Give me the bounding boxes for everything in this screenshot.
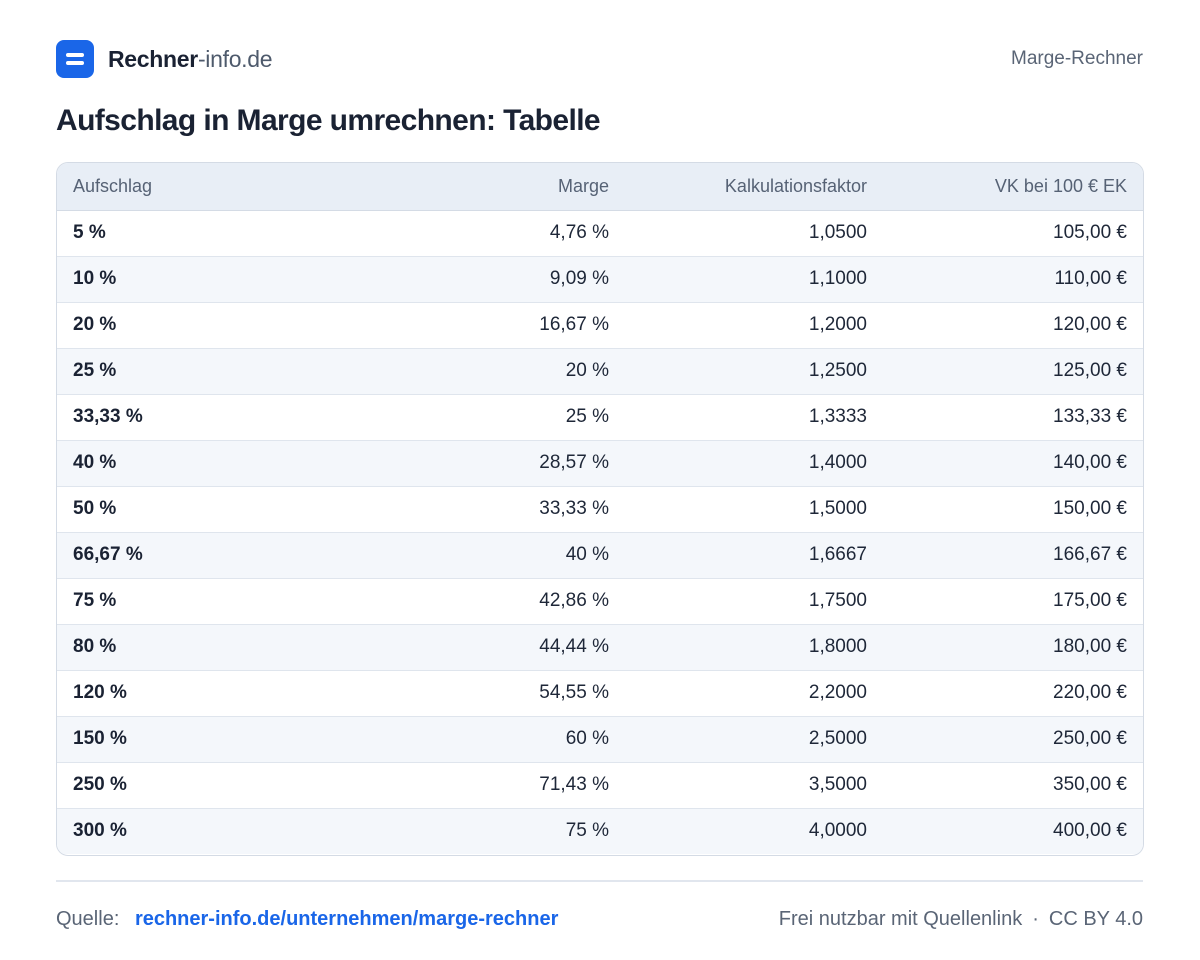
cell-marge: 20 % (267, 347, 625, 394)
cell-kalkulationsfaktor: 1,8000 (625, 623, 883, 670)
cell-aufschlag: 250 % (57, 761, 267, 808)
cell-kalkulationsfaktor: 1,2500 (625, 347, 883, 394)
cell-marge: 54,55 % (267, 669, 625, 716)
cell-aufschlag: 10 % (57, 255, 267, 302)
table-row: 300 % 75 % 4,0000 400,00 € (57, 807, 1143, 854)
cell-aufschlag: 150 % (57, 715, 267, 762)
cell-vk: 220,00 € (883, 669, 1143, 716)
cell-aufschlag: 20 % (57, 301, 267, 348)
cell-kalkulationsfaktor: 1,1000 (625, 255, 883, 302)
table-row: 250 % 71,43 % 3,5000 350,00 € (57, 761, 1143, 808)
cell-vk: 150,00 € (883, 485, 1143, 532)
page-header: Rechner-info.de Marge-Rechner (56, 40, 1143, 78)
cell-kalkulationsfaktor: 2,5000 (625, 715, 883, 762)
license-line: Frei nutzbar mit Quellenlink · CC BY 4.0 (779, 908, 1143, 931)
brand-name-strong: Rechner (108, 45, 198, 72)
cell-vk: 125,00 € (883, 347, 1143, 394)
cell-vk: 250,00 € (883, 715, 1143, 762)
menu-lines-icon (56, 40, 94, 78)
table-row: 120 % 54,55 % 2,2000 220,00 € (57, 669, 1143, 716)
cell-kalkulationsfaktor: 1,5000 (625, 485, 883, 532)
brand-name-light: -info.de (197, 45, 273, 72)
cell-marge: 71,43 % (267, 761, 625, 808)
footer-divider (56, 880, 1143, 882)
cell-marge: 28,57 % (267, 439, 625, 486)
cell-kalkulationsfaktor: 1,0500 (808, 222, 867, 243)
cell-marge: 25 % (267, 393, 625, 440)
cell-vk: 350,00 € (883, 761, 1143, 808)
license-text: Frei nutzbar mit Quellenlink (778, 907, 1023, 930)
table-row: 20 % 16,67 % 1,2000 120,00 € (57, 301, 1143, 348)
brand-logo-link[interactable]: Rechner-info.de (56, 40, 273, 78)
source-label: Quelle: (56, 907, 120, 930)
source-line: Quelle: rechner-info.de/unternehmen/marg… (56, 908, 558, 931)
cell-kalkulationsfaktor: 1,6667 (625, 531, 883, 578)
table-row: 5 % 4,76 % 1,0500 105,00 € (57, 210, 1143, 256)
cell-aufschlag: 80 % (57, 623, 267, 670)
cell-marge: 9,09 % (267, 255, 625, 302)
cell-vk: 120,00 € (883, 301, 1143, 348)
table-row: 50 % 33,33 % 1,5000 150,00 € (57, 485, 1143, 532)
page-title: Aufschlag in Marge umrechnen: Tabelle (56, 104, 601, 137)
table-row: 25 % 20 % 1,2500 125,00 € (57, 347, 1143, 394)
column-header-vk: VK bei 100 € EK (883, 163, 1143, 211)
table-row: 150 % 60 % 2,5000 250,00 € (57, 715, 1143, 762)
cell-vk: 133,33 € (883, 393, 1143, 440)
conversion-table: Aufschlag Marge Kalkulationsfaktor VK be… (57, 163, 1143, 854)
table-row: 66,67 % 40 % 1,6667 166,67 € (57, 531, 1143, 578)
cell-vk: 105,00 € (1053, 222, 1127, 243)
conversion-table-card: Aufschlag Marge Kalkulationsfaktor VK be… (56, 162, 1144, 856)
column-header-kalkulationsfaktor: Kalkulationsfaktor (625, 163, 883, 211)
cell-aufschlag: 66,67 % (57, 531, 267, 578)
cell-aufschlag: 40 % (57, 439, 267, 486)
column-header-aufschlag: Aufschlag (57, 163, 267, 211)
table-row: 33,33 % 25 % 1,3333 133,33 € (57, 393, 1143, 440)
cell-marge: 75 % (267, 807, 625, 854)
table-row: 80 % 44,44 % 1,8000 180,00 € (57, 623, 1143, 670)
cell-aufschlag: 25 % (57, 347, 267, 394)
cell-aufschlag: 33,33 % (57, 393, 267, 440)
cell-aufschlag: 75 % (57, 577, 267, 624)
cell-vk: 166,67 € (883, 531, 1143, 578)
cell-vk: 140,00 € (883, 439, 1143, 486)
cell-vk: 180,00 € (883, 623, 1143, 670)
cell-kalkulationsfaktor: 3,5000 (625, 761, 883, 808)
license-separator: · (1032, 907, 1039, 930)
table-header-row: Aufschlag Marge Kalkulationsfaktor VK be… (57, 163, 1143, 211)
cell-vk: 400,00 € (883, 807, 1143, 854)
page-footer: Quelle: rechner-info.de/unternehmen/marg… (56, 904, 1143, 934)
license-name: CC BY 4.0 (1048, 907, 1143, 930)
cell-vk: 110,00 € (883, 255, 1143, 302)
cell-aufschlag: 5 % (73, 222, 106, 243)
cell-aufschlag: 300 % (57, 807, 267, 854)
cell-marge: 42,86 % (267, 577, 625, 624)
cell-aufschlag: 50 % (57, 485, 267, 532)
brand-name: Rechner-info.de (108, 45, 273, 73)
cell-marge: 16,67 % (267, 301, 625, 348)
table-row: 75 % 42,86 % 1,7500 175,00 € (57, 577, 1143, 624)
cell-kalkulationsfaktor: 1,3333 (625, 393, 883, 440)
cell-marge: 4,76 % (549, 222, 609, 243)
cell-kalkulationsfaktor: 1,2000 (625, 301, 883, 348)
table-body: 5 % 4,76 % 1,0500 105,00 €10 % 9,09 % 1,1000 1… (57, 210, 1143, 854)
calculator-name[interactable]: Marge-Rechner (1011, 48, 1143, 69)
cell-aufschlag: 120 % (57, 669, 267, 716)
cell-kalkulationsfaktor: 1,7500 (625, 577, 883, 624)
cell-marge: 40 % (267, 531, 625, 578)
table-row: 40 % 28,57 % 1,4000 140,00 € (57, 439, 1143, 486)
cell-marge: 44,44 % (267, 623, 625, 670)
cell-marge: 33,33 % (267, 485, 625, 532)
column-header-marge: Marge (267, 163, 625, 211)
table-row: 10 % 9,09 % 1,1000 110,00 € (57, 255, 1143, 302)
cell-kalkulationsfaktor: 2,2000 (625, 669, 883, 716)
cell-kalkulationsfaktor: 4,0000 (625, 807, 883, 854)
cell-vk: 175,00 € (883, 577, 1143, 624)
cell-marge: 60 % (267, 715, 625, 762)
cell-kalkulationsfaktor: 1,4000 (625, 439, 883, 486)
source-link[interactable]: rechner-info.de/unternehmen/marge-rechne… (134, 907, 559, 930)
